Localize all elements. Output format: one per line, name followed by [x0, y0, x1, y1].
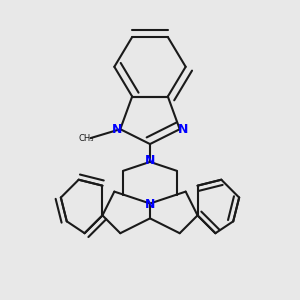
Text: N: N [178, 123, 188, 136]
Text: CH₃: CH₃ [78, 134, 94, 142]
Text: N: N [145, 154, 155, 167]
Text: N: N [112, 123, 122, 136]
Text: N: N [145, 199, 155, 212]
